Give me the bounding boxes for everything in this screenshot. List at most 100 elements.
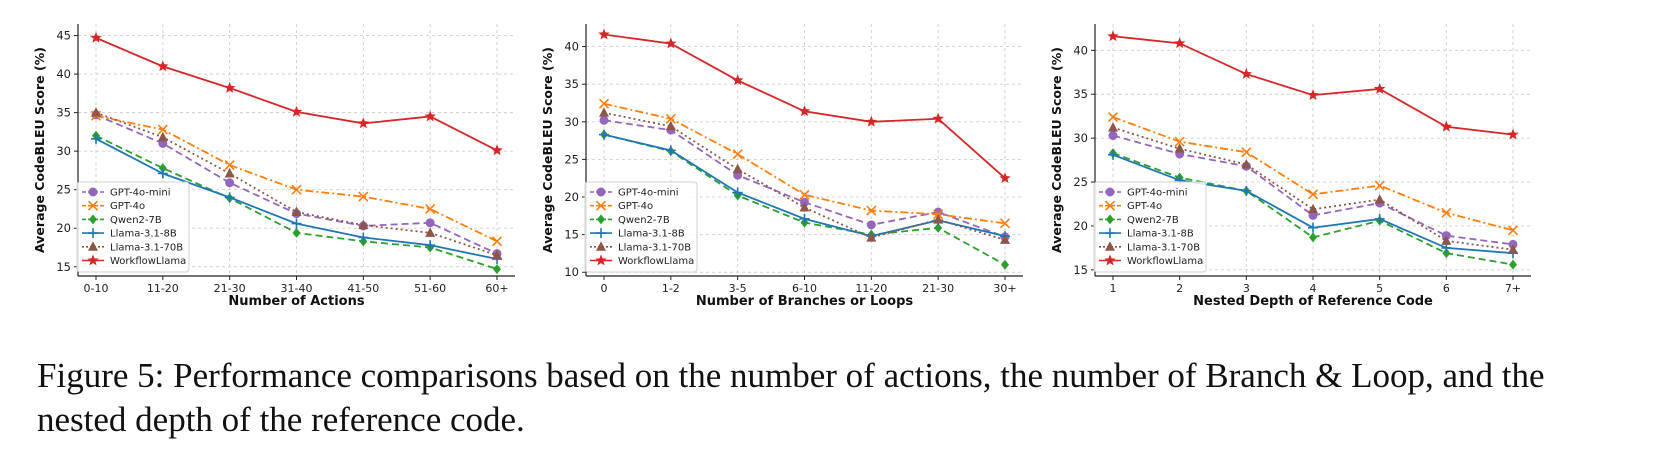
data-point [665, 113, 676, 124]
y-tick-label: 15 [564, 228, 579, 242]
legend-label: Llama-3.1-70B [1127, 242, 1200, 253]
legend-label: GPT-4o [1127, 201, 1162, 212]
legend-item: GPT-4o [590, 200, 653, 212]
y-tick-label: 35 [1073, 87, 1088, 101]
series-workflowllama [90, 31, 503, 156]
y-tick-label: 25 [1073, 175, 1088, 189]
data-point [866, 232, 877, 242]
data-point [1241, 147, 1252, 158]
legend-marker [87, 200, 99, 211]
data-point [292, 227, 301, 238]
data-point [599, 115, 609, 125]
data-point [665, 120, 676, 131]
x-tick-label: 2 [1176, 282, 1183, 295]
legend-item: Qwen2-7B [1099, 214, 1179, 226]
data-point [1508, 244, 1518, 254]
data-point [1241, 158, 1252, 169]
data-point [999, 172, 1011, 184]
legend-marker [596, 228, 606, 239]
y-tick-label: 30 [564, 115, 579, 129]
data-point [493, 264, 501, 275]
data-point [1308, 203, 1318, 214]
data-point [1107, 112, 1119, 123]
data-point [425, 218, 435, 228]
x-axis-label: Number of Branches or Loops [696, 294, 914, 309]
data-point [1307, 189, 1319, 200]
legend: GPT-4o-mini GPT-4o Qwen2-7B Llama-3.1-8B Lla… [1093, 181, 1207, 273]
x-tick-label: 41-50 [347, 282, 379, 295]
data-point [91, 107, 101, 117]
x-tick-label: 5 [1376, 282, 1383, 295]
legend-item: GPT-4o-mini [590, 187, 679, 199]
data-point [1307, 89, 1319, 100]
legend-box [584, 181, 698, 273]
legend-marker [88, 228, 98, 239]
series-gpt-4o [90, 110, 503, 247]
data-point [732, 149, 743, 160]
legend-label: GPT-4o [618, 201, 653, 212]
legend-item: WorkflowLlama [82, 254, 186, 267]
x-tick-label: 0-10 [84, 282, 109, 295]
data-point [223, 81, 236, 93]
data-point [1374, 180, 1385, 191]
legend-marker [595, 254, 607, 266]
legend-marker [1104, 254, 1116, 266]
data-point [598, 98, 610, 109]
data-point [1441, 207, 1452, 218]
data-point [358, 232, 369, 243]
data-point [157, 60, 169, 72]
data-point [731, 74, 744, 86]
legend-item: Qwen2-7B [82, 214, 162, 226]
data-point [90, 31, 102, 43]
y-tick-label: 20 [1073, 219, 1088, 233]
x-tick-label: 7+ [1505, 282, 1521, 295]
data-point [732, 187, 743, 198]
legend-item: Llama-3.1-70B [1099, 241, 1200, 253]
legend-label: Qwen2-7B [1127, 215, 1179, 226]
data-point [1107, 30, 1119, 42]
x-tick-label: 11-20 [147, 282, 179, 295]
legend-label: Qwen2-7B [618, 215, 670, 226]
data-point [798, 105, 811, 117]
data-point [865, 115, 878, 127]
series-workflowllama [1107, 30, 1519, 140]
data-point [491, 236, 503, 247]
series-llama-3-1-70b [1108, 122, 1518, 254]
x-tick-label: 31-40 [281, 282, 313, 295]
data-point [1507, 128, 1519, 140]
y-tick-label: 35 [56, 106, 71, 120]
legend-label: GPT-4o-mini [618, 188, 679, 199]
x-tick-label: 21-30 [214, 282, 246, 295]
data-point [799, 202, 810, 212]
figure-caption: Figure 5: Performance comparisons based … [37, 356, 1545, 439]
x-tick-label: 3 [1243, 282, 1250, 295]
legend-label: Llama-3.1-70B [618, 242, 691, 253]
series-gpt-4o [1107, 112, 1519, 236]
x-tick-label: 1-2 [662, 282, 680, 295]
legend-item: GPT-4o-mini [82, 187, 171, 199]
data-point [599, 129, 609, 140]
data-point [225, 178, 235, 188]
legend-marker [1105, 228, 1115, 239]
legend-marker [596, 241, 606, 251]
data-point [1373, 82, 1386, 94]
x-tick-label: 60+ [485, 282, 508, 295]
data-point [157, 168, 168, 179]
legend-label: WorkflowLlama [110, 256, 186, 267]
data-point [291, 184, 302, 195]
y-tick-label: 15 [56, 260, 71, 274]
data-point [665, 145, 676, 156]
y-tick-label: 45 [56, 29, 71, 43]
data-point [1174, 143, 1185, 153]
legend-item: Llama-3.1-8B [590, 228, 685, 240]
data-point [425, 240, 436, 251]
y-tick-label: 30 [1073, 131, 1088, 145]
legend-label: GPT-4o-mini [1127, 188, 1188, 199]
data-point [291, 206, 302, 217]
y-tick-label: 40 [56, 67, 71, 81]
data-point [492, 249, 502, 260]
y-tick-label: 30 [56, 144, 71, 158]
legend-marker [1105, 241, 1115, 251]
data-point [1174, 136, 1185, 147]
data-point [91, 133, 101, 144]
